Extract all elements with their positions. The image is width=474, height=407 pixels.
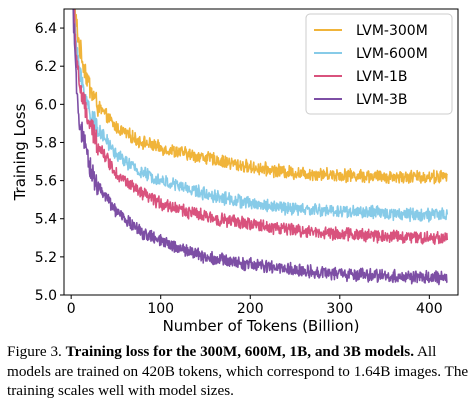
x-tick-label: 200 — [237, 301, 264, 317]
x-tick-label: 400 — [416, 301, 443, 317]
series-line-lvm-1b — [73, 9, 449, 245]
legend-label: LVM-600M — [356, 46, 428, 62]
y-tick-label: 6.4 — [35, 21, 57, 37]
legend: LVM-300M LVM-600M LVM-1B LVM-3B — [305, 13, 453, 115]
axis-ticks: 0 100 200 300 400 5.0 5.2 5.4 5.6 5.8 6.0 6.2 6.4 — [35, 21, 443, 317]
plot-frame — [63, 8, 459, 296]
caption-title: Training loss for the 300M, 600M, 1B, an… — [65, 343, 414, 360]
y-tick-label: 6.2 — [35, 59, 57, 75]
x-tick-label: 300 — [326, 301, 353, 317]
x-tick-label: 100 — [147, 301, 174, 317]
y-tick-label: 6.0 — [35, 97, 57, 113]
x-tick-label: 0 — [67, 301, 76, 317]
caption-label: Figure 3. — [7, 343, 62, 360]
legend-label: LVM-300M — [356, 23, 428, 39]
y-tick-label: 5.6 — [35, 174, 57, 190]
caption-body: All models are trained on 420B tokens, w… — [7, 343, 469, 399]
series-line-lvm-3b — [72, 9, 448, 286]
series-line-lvm-300m — [74, 9, 448, 185]
y-axis-label: Training Loss — [11, 103, 29, 201]
figure-caption: Figure 3. Training loss for the 300M, 60… — [7, 342, 469, 401]
y-tick-label: 5.0 — [35, 288, 57, 304]
legend-label: LVM-3B — [356, 92, 407, 108]
legend-label: LVM-1B — [356, 69, 407, 85]
y-tick-label: 5.4 — [35, 212, 57, 228]
legend-box — [305, 13, 453, 115]
y-tick-label: 5.8 — [35, 135, 57, 151]
y-tick-label: 5.2 — [35, 250, 57, 266]
x-axis-label: Number of Tokens (Billion) — [163, 317, 360, 335]
training-loss-chart: 0 100 200 300 400 5.0 5.2 5.4 5.6 5.8 6.0 6.2 6.4 Nu… — [11, 8, 459, 335]
series-line-lvm-600m — [73, 9, 449, 223]
series-layer — [72, 9, 449, 286]
